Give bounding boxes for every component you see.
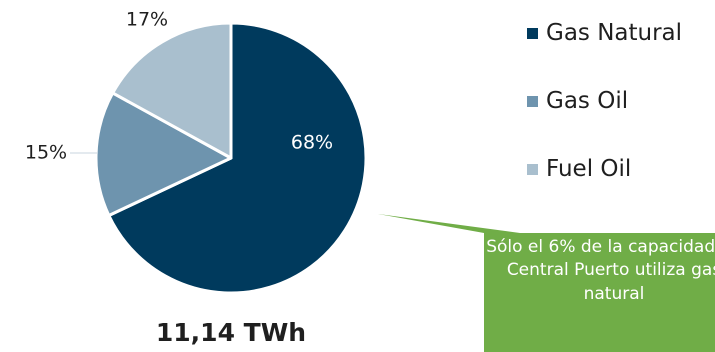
legend-label-gas-oil: Gas Oil bbox=[546, 88, 629, 114]
callout-box bbox=[378, 214, 715, 352]
slice-label-gas-oil: 15% bbox=[25, 142, 67, 164]
legend-item-gas-oil: Gas Oil bbox=[527, 88, 628, 114]
legend-swatch-fuel-oil bbox=[527, 163, 538, 175]
legend-label-fuel-oil: Fuel Oil bbox=[546, 156, 632, 182]
legend-item-fuel-oil: Fuel Oil bbox=[527, 156, 631, 182]
legend-item-gas-natural: Gas Natural bbox=[527, 20, 682, 46]
pie-slice-gas-natural bbox=[107, 21, 368, 295]
callout-text: Sólo el 6% de la capacidad de Central Pu… bbox=[486, 237, 715, 304]
slice-label-fuel-oil: 17% bbox=[126, 9, 168, 31]
legend-swatch-gas-oil bbox=[527, 95, 538, 107]
pie-slice-gas-oil bbox=[94, 91, 233, 217]
legend-label-gas-natural: Gas Natural bbox=[546, 20, 683, 46]
slice-label-gas-natural: 68% bbox=[291, 132, 333, 154]
total-label: 11,14 TWh bbox=[155, 318, 307, 347]
pie-slice-fuel-oil bbox=[111, 21, 233, 160]
legend-swatch-gas-natural bbox=[527, 27, 538, 39]
